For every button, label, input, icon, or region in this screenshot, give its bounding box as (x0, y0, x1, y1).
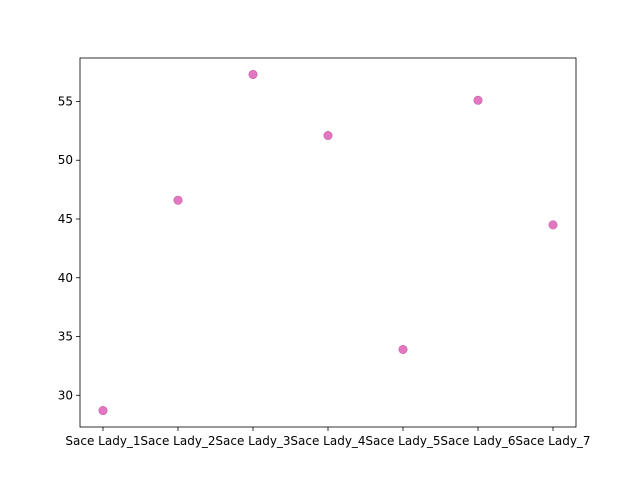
x-tick-label: Sace Lady_3 (215, 434, 290, 448)
y-axis-ticks: 30 35 40 45 50 55 (58, 94, 80, 402)
data-point (548, 220, 558, 230)
x-tick-label: Sace Lady_4 (290, 434, 365, 448)
data-points (98, 69, 558, 416)
y-tick-label: 30 (58, 388, 73, 402)
x-tick-label: Sace Lady_6 (440, 434, 515, 448)
plot-area-frame (79, 57, 577, 428)
x-tick-label: Sace Lady_5 (365, 434, 440, 448)
y-tick-label: 50 (58, 153, 73, 167)
y-tick-label: 45 (58, 212, 73, 226)
y-tick-label: 55 (58, 94, 73, 108)
x-tick-label: Sace Lady_2 (140, 434, 215, 448)
data-point (98, 406, 108, 416)
data-point (248, 69, 258, 79)
data-point (398, 344, 408, 354)
data-point (323, 131, 333, 141)
y-tick-label: 40 (58, 271, 73, 285)
y-tick-label: 35 (58, 330, 73, 344)
data-point (173, 195, 183, 205)
x-axis-ticks: Sace Lady_1 Sace Lady_2 Sace Lady_3 Sace La… (65, 427, 591, 448)
x-tick-label: Sace Lady_7 (515, 434, 590, 448)
data-point (473, 95, 483, 105)
x-tick-label: Sace Lady_1 (65, 434, 140, 448)
